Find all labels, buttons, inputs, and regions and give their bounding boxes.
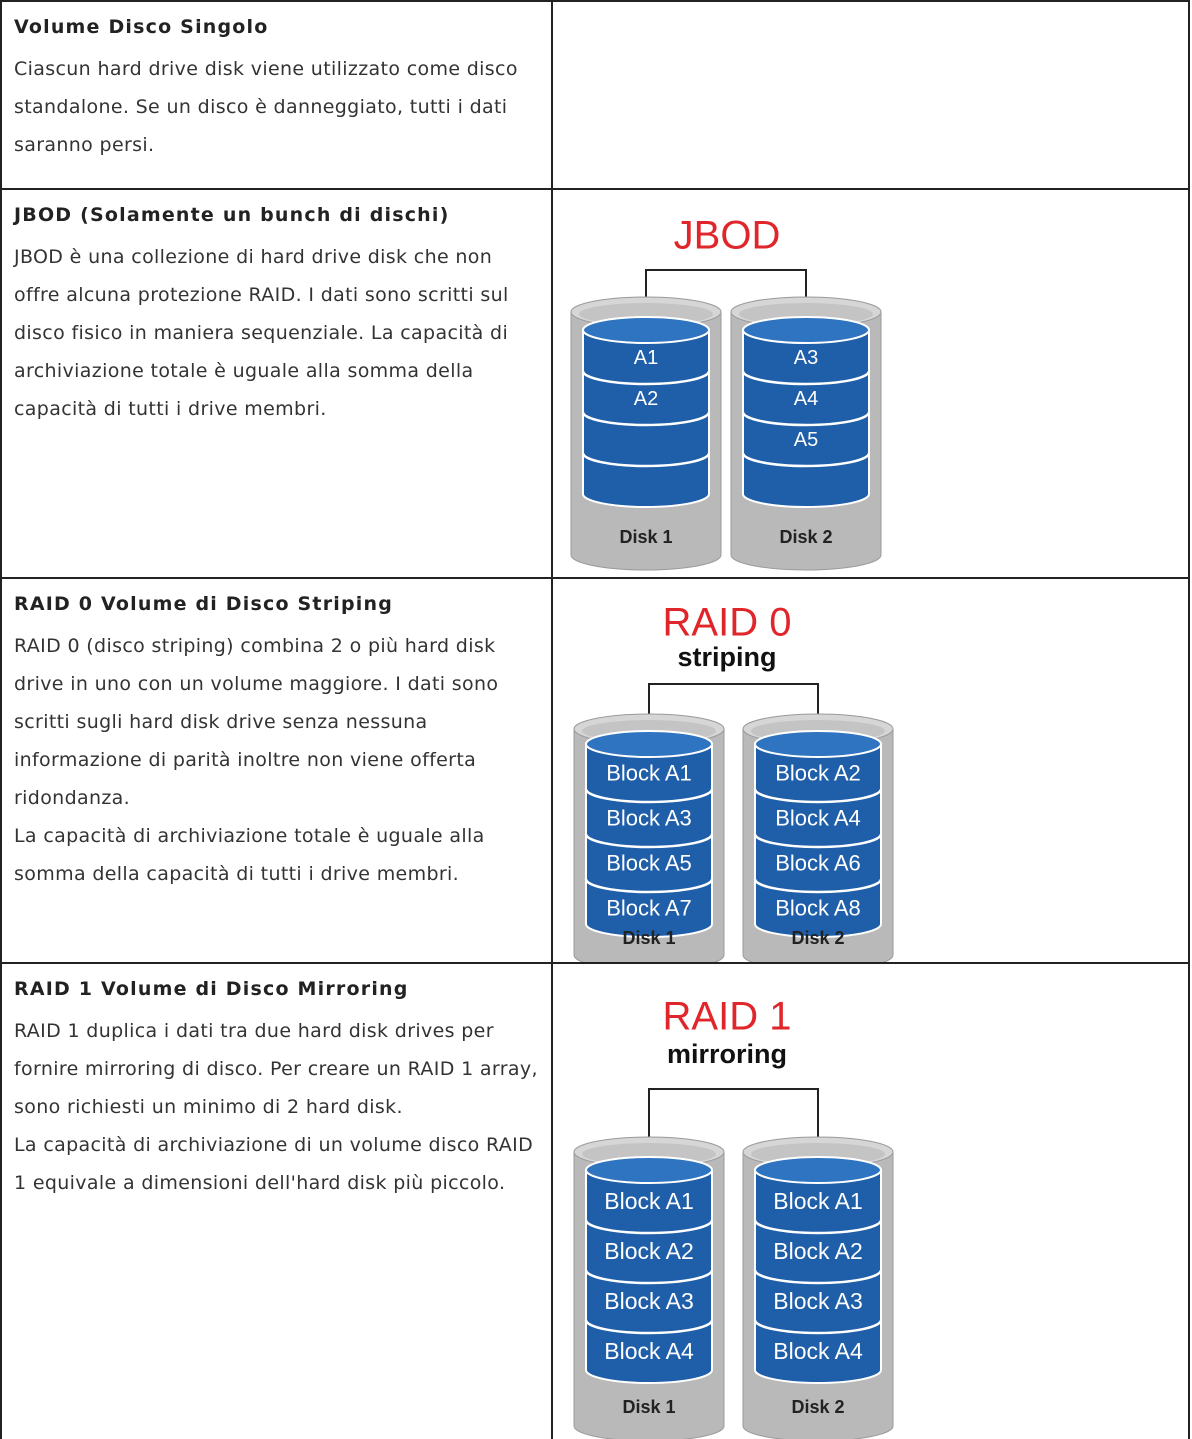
block-label: Block A4 (604, 1338, 694, 1364)
disk-label: Disk 2 (779, 527, 832, 547)
platter-stack (585, 1169, 713, 1384)
disk: Block A1 Block A2 Block A3 Block A4 Disk 1 (573, 1136, 725, 1439)
paragraph: RAID 1 duplica i dati tra due hard disk … (14, 1020, 538, 1118)
platter-line (741, 411, 871, 427)
diagram-title: RAID 0 (663, 601, 792, 645)
block-label: Block A3 (606, 805, 692, 830)
platter-stack (754, 743, 882, 938)
block-label: A4 (794, 388, 818, 410)
image-cell: JBOD A1 A2 Disk 1 A3 A4 A5 Disk 2 (553, 190, 1190, 577)
platter-top (754, 730, 882, 758)
diagram-subtitle: striping (678, 642, 777, 672)
platter-line (581, 452, 711, 468)
paragraph: La capacità di archiviazione totale è ug… (14, 825, 485, 885)
platter-line (753, 878, 883, 894)
block-label: A1 (634, 347, 658, 369)
text-cell: RAID 0 Volume di Disco Striping RAID 0 (d… (0, 579, 553, 962)
disk: Block A1 Block A2 Block A3 Block A4 Disk 2 (742, 1136, 894, 1439)
platter-top (582, 316, 710, 344)
paragraph: JBOD è una collezione di hard drive disk… (14, 246, 509, 420)
block-label: Block A1 (606, 760, 692, 785)
table-row: Volume Disco Singolo Ciascun hard drive d… (0, 0, 1190, 188)
platter-top (742, 316, 870, 344)
platter-stack (582, 329, 710, 508)
platter-line (581, 411, 711, 427)
platter-line (741, 452, 871, 468)
platter-line (584, 833, 714, 849)
platter-stack (754, 1169, 882, 1384)
platter-line (753, 788, 883, 804)
block-label: A5 (794, 429, 818, 451)
platter-line (584, 1219, 714, 1235)
platter-line (584, 1319, 714, 1335)
section-title: RAID 0 Volume di Disco Striping (14, 593, 394, 615)
block-label: Block A1 (773, 1188, 863, 1214)
block-label: Block A4 (773, 1338, 863, 1364)
platter-top (585, 1156, 713, 1184)
platter-line (584, 788, 714, 804)
platter-line (741, 370, 871, 386)
image-cell: RAID 0 striping Block A1 Block A3 Block A5 Bl… (553, 579, 1190, 971)
block-label: Block A3 (773, 1288, 863, 1314)
disk: A3 A4 A5 Disk 2 (730, 296, 882, 571)
block-label: A2 (634, 388, 658, 410)
platter-stack (742, 329, 870, 508)
disk-label: Disk 1 (619, 527, 672, 547)
disk-label: Disk 2 (791, 928, 844, 948)
disk-label: Disk 1 (622, 928, 675, 948)
platter-stack (585, 743, 713, 938)
platter-line (753, 833, 883, 849)
block-label: Block A4 (775, 805, 861, 830)
text-cell: JBOD (Solamente un bunch di dischi) JBOD … (0, 190, 553, 577)
section-title: JBOD (Solamente un bunch di dischi) (14, 204, 450, 226)
text-cell: Volume Disco Singolo Ciascun hard drive d… (0, 2, 553, 188)
block-label: Block A6 (775, 850, 861, 875)
image-cell: RAID 1 mirroring Block A1 Block A2 Block A3 B… (553, 964, 1190, 1439)
platter-line (584, 878, 714, 894)
block-label: Block A2 (773, 1238, 863, 1264)
platter-line (581, 370, 711, 386)
platter-line (584, 1269, 714, 1285)
block-label: Block A2 (604, 1238, 694, 1264)
block-label: Block A5 (606, 850, 692, 875)
block-label: Block A2 (775, 760, 861, 785)
block-label: Block A1 (604, 1188, 694, 1214)
connector (648, 1088, 819, 1170)
diagram-subtitle: mirroring (667, 1039, 787, 1069)
paragraph: La capacità di archiviazione di un volum… (14, 1134, 534, 1194)
disk: A1 A2 Disk 1 (570, 296, 722, 571)
platter-line (753, 1319, 883, 1335)
text-cell: RAID 1 Volume di Disco Mirroring RAID 1 d… (0, 964, 553, 1439)
table-row: RAID 0 Volume di Disco Striping RAID 0 (d… (0, 577, 1190, 971)
paragraph: RAID 0 (disco striping) combina 2 o più … (14, 635, 499, 809)
disk: Block A2 Block A4 Block A6 Block A8 Disk 2 (742, 713, 894, 971)
platter-top (754, 1156, 882, 1184)
section-title: Volume Disco Singolo (14, 16, 269, 38)
block-label: Block A7 (606, 895, 692, 920)
block-label: A3 (794, 347, 818, 369)
section-title: RAID 1 Volume di Disco Mirroring (14, 978, 409, 1000)
platter-top (585, 730, 713, 758)
diagram-title: JBOD (674, 214, 781, 258)
platter-line (753, 1269, 883, 1285)
diagram-title: RAID 1 (663, 995, 792, 1039)
raid-diagram: JBOD A1 A2 Disk 1 A3 A4 A5 Disk 2 (570, 214, 882, 571)
disk-label: Disk 1 (622, 1397, 675, 1417)
image-cell (553, 2, 1190, 188)
block-label: Block A3 (604, 1288, 694, 1314)
disk-label: Disk 2 (791, 1397, 844, 1417)
platter-line (753, 1219, 883, 1235)
paragraph: Ciascun hard drive disk viene utilizzato… (14, 58, 518, 156)
table-row: JBOD (Solamente un bunch di dischi) JBOD … (0, 188, 1190, 577)
block-label: Block A8 (775, 895, 861, 920)
disk: Block A1 Block A3 Block A5 Block A7 Disk 1 (573, 713, 725, 971)
table-row: RAID 1 Volume di Disco Mirroring RAID 1 d… (0, 962, 1190, 1439)
